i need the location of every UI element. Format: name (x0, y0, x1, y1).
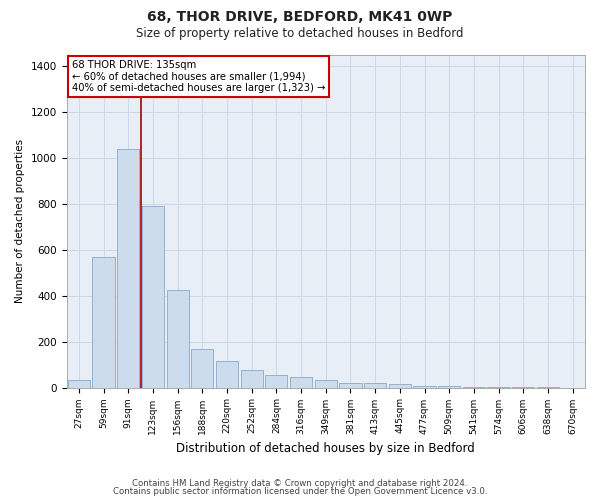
X-axis label: Distribution of detached houses by size in Bedford: Distribution of detached houses by size … (176, 442, 475, 455)
Bar (340, 383, 362, 388)
Bar (438, 386, 460, 388)
Bar (241, 370, 263, 388)
Bar (167, 290, 189, 388)
Bar (68, 380, 90, 388)
Y-axis label: Number of detached properties: Number of detached properties (15, 139, 25, 304)
Bar (191, 348, 214, 388)
Text: Size of property relative to detached houses in Bedford: Size of property relative to detached ho… (136, 28, 464, 40)
Text: 68 THOR DRIVE: 135sqm
← 60% of detached houses are smaller (1,994)
40% of semi-d: 68 THOR DRIVE: 135sqm ← 60% of detached … (72, 60, 325, 93)
Bar (142, 206, 164, 388)
Bar (413, 386, 436, 388)
Text: 68, THOR DRIVE, BEDFORD, MK41 0WP: 68, THOR DRIVE, BEDFORD, MK41 0WP (148, 10, 452, 24)
Bar (290, 377, 312, 388)
Text: Contains HM Land Registry data © Crown copyright and database right 2024.: Contains HM Land Registry data © Crown c… (132, 478, 468, 488)
Bar (216, 361, 238, 388)
Bar (314, 380, 337, 388)
Bar (389, 384, 411, 388)
Bar (364, 384, 386, 388)
Text: Contains public sector information licensed under the Open Government Licence v3: Contains public sector information licen… (113, 487, 487, 496)
Bar (92, 257, 115, 388)
Bar (117, 149, 139, 388)
Bar (265, 375, 287, 388)
Bar (463, 387, 485, 388)
